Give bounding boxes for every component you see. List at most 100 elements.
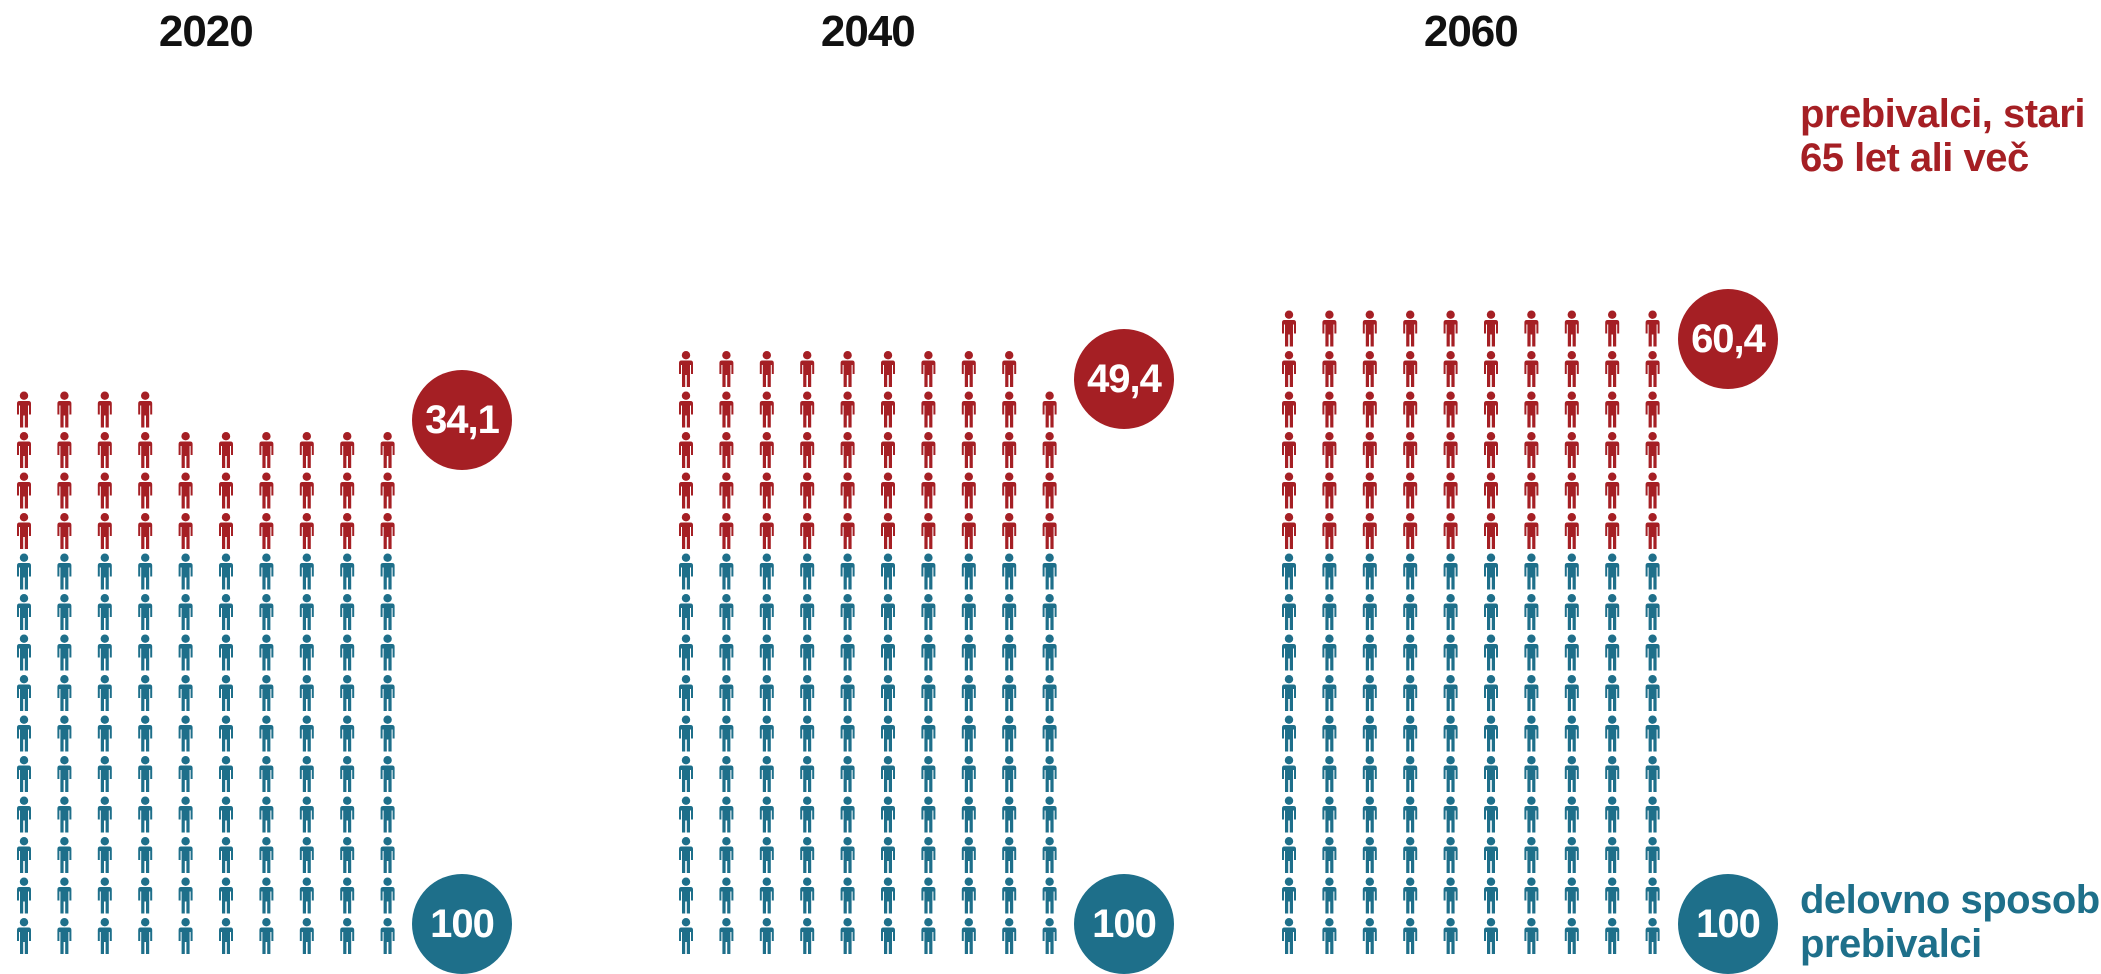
working-person-icon-2020-96	[259, 553, 274, 590]
working-person-icon-2060-27	[1564, 837, 1579, 873]
elderly-person-icon-2020-3-0	[138, 513, 153, 549]
elderly-person-icon-2020-8-0	[340, 513, 355, 549]
working-person-icon-2020-49	[380, 756, 395, 792]
elderly-person-icon-2040-6-4	[921, 351, 936, 387]
elderly-person-icon-2040-6-1	[921, 472, 936, 509]
working-person-icon-2040-46	[921, 756, 936, 792]
working-person-icon-2040-71	[719, 634, 734, 671]
working-person-icon-2020-98	[340, 553, 355, 590]
working-person-icon-2020-36	[259, 796, 274, 833]
working-person-icon-2040-3	[800, 918, 815, 954]
elderly-person-icon-2020-9-1	[380, 472, 395, 509]
working-person-icon-2020-33	[138, 796, 153, 833]
working-person-icon-2020-66	[259, 675, 274, 711]
elderly-person-icon-2060-3-0	[1403, 513, 1418, 549]
working-person-icon-2020-20	[17, 837, 31, 873]
working-person-icon-2020-9	[380, 918, 395, 954]
working-person-icon-2020-38	[340, 796, 355, 833]
working-person-icon-2020-71	[57, 634, 72, 671]
working-person-icon-2020-62	[97, 675, 112, 711]
working-person-icon-2060-31	[1322, 796, 1337, 833]
elderly-person-icon-2040-5-0	[881, 513, 895, 549]
working-person-icon-2060-48	[1605, 756, 1620, 792]
elderly-person-icon-2060-4-4	[1443, 351, 1458, 387]
working-person-icon-2060-46	[1524, 756, 1539, 792]
working-person-icon-2060-78	[1605, 634, 1620, 671]
working-person-icon-2060-94	[1443, 553, 1458, 590]
elderly-person-icon-2060-8-1	[1605, 472, 1620, 509]
working-person-icon-2040-52	[759, 715, 774, 752]
working-person-icon-2060-83	[1403, 594, 1418, 630]
working-person-icon-2060-40	[1282, 756, 1296, 792]
elderly-person-icon-2060-6-5	[1524, 310, 1539, 347]
working-person-icon-2040-30	[679, 796, 693, 833]
working-person-icon-2040-33	[800, 796, 815, 833]
elderly-person-icon-2060-6-3	[1524, 391, 1539, 428]
elderly-person-icon-2060-1-2	[1322, 432, 1337, 468]
working-person-icon-2060-19	[1645, 877, 1660, 914]
working-person-icon-2020-86	[259, 594, 274, 630]
legend-elderly: prebivalci, stari 65 let ali več	[1800, 92, 2085, 180]
elderly-person-icon-2060-5-1	[1484, 472, 1498, 509]
working-person-icon-2060-82	[1362, 594, 1377, 630]
elderly-person-icon-2060-4-0	[1443, 513, 1458, 549]
working-person-icon-2060-99	[1645, 553, 1660, 590]
working-person-icon-2020-7	[299, 918, 314, 954]
working-person-icon-2060-41	[1322, 756, 1337, 792]
elderly-person-icon-2020-2-3	[97, 391, 112, 428]
working-person-icon-2020-60	[17, 675, 31, 711]
elderly-person-icon-2060-5-0	[1484, 513, 1498, 549]
working-person-icon-2020-91	[57, 553, 72, 590]
working-person-icon-2060-64	[1443, 675, 1458, 711]
elderly-person-icon-2020-1-0	[57, 513, 72, 549]
working-person-icon-2040-76	[921, 634, 936, 671]
elderly-person-icon-2040-1-4	[719, 351, 734, 387]
elderly-person-icon-2060-9-4	[1645, 351, 1660, 387]
working-person-icon-2060-47	[1564, 756, 1579, 792]
working-person-icon-2020-81	[57, 594, 72, 630]
working-person-icon-2060-72	[1362, 634, 1377, 671]
working-value-badge-2060: 100	[1678, 874, 1778, 974]
elderly-person-icon-2060-2-5	[1362, 310, 1377, 347]
working-person-icon-2060-49	[1645, 756, 1660, 792]
elderly-person-icon-2040-2-2	[759, 432, 774, 468]
working-person-icon-2020-55	[219, 715, 233, 752]
elderly-person-icon-2060-5-4	[1484, 351, 1498, 387]
working-person-icon-2020-93	[138, 553, 153, 590]
working-person-icon-2020-22	[97, 837, 112, 873]
working-person-icon-2060-68	[1605, 675, 1620, 711]
working-person-icon-2040-11	[719, 877, 734, 914]
elderly-person-icon-2040-9-0	[1042, 513, 1057, 549]
working-person-icon-2060-50	[1282, 715, 1296, 752]
year-title-2040: 2040	[820, 7, 916, 56]
working-person-icon-2060-81	[1322, 594, 1337, 630]
working-person-icon-2020-79	[380, 634, 395, 671]
elderly-person-icon-2020-8-2	[340, 432, 355, 468]
working-person-icon-2020-58	[340, 715, 355, 752]
working-person-icon-2020-64	[178, 675, 193, 711]
working-person-icon-2060-7	[1564, 918, 1579, 954]
elderly-person-icon-2040-3-4	[800, 351, 815, 387]
working-person-icon-2040-1	[719, 918, 734, 954]
working-person-icon-2040-81	[719, 594, 734, 630]
elderly-person-icon-2060-9-1	[1645, 472, 1660, 509]
working-person-icon-2020-75	[219, 634, 233, 671]
elderly-person-icon-2060-7-4	[1564, 351, 1579, 387]
working-person-icon-2060-65	[1484, 675, 1498, 711]
working-person-icon-2040-66	[921, 675, 936, 711]
elderly-person-icon-2040-8-1	[1002, 472, 1017, 509]
working-person-icon-2020-45	[219, 756, 233, 792]
working-person-icon-2040-25	[881, 837, 895, 873]
working-person-icon-2020-87	[299, 594, 314, 630]
elderly-person-icon-2020-0-1	[17, 472, 31, 509]
elderly-person-icon-2060-4-5	[1443, 310, 1458, 347]
elderly-person-icon-2060-1-4	[1322, 351, 1337, 387]
working-person-icon-2020-15	[219, 877, 233, 914]
working-person-icon-2020-32	[97, 796, 112, 833]
working-person-icon-2040-51	[719, 715, 734, 752]
working-person-icon-2020-31	[57, 796, 72, 833]
elderly-person-icon-2040-1-2	[719, 432, 734, 468]
working-person-icon-2060-10	[1282, 877, 1296, 914]
working-person-icon-2060-88	[1605, 594, 1620, 630]
working-person-icon-2060-20	[1282, 837, 1296, 873]
